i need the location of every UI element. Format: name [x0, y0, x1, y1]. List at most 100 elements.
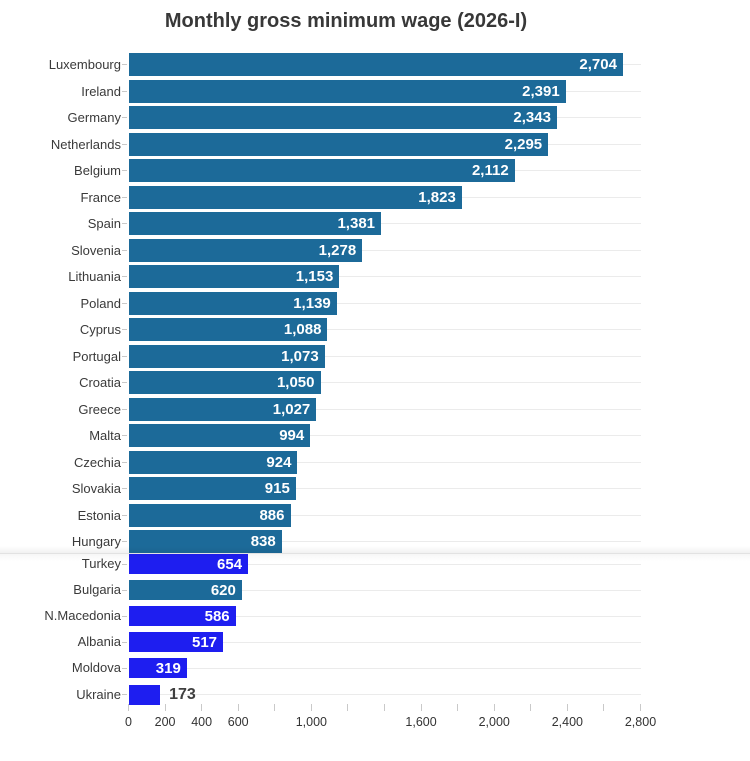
bar-hungary: 838 [128, 530, 282, 553]
value-label-portugal: 1,073 [281, 347, 319, 365]
bar-germany: 2,343 [128, 106, 557, 129]
row-grid-line-slovenia [128, 249, 641, 251]
country-label-germany: Germany [67, 110, 121, 125]
x-axis-label-600: 600 [227, 715, 249, 729]
y-axis-tick-greece [122, 408, 127, 410]
row-grid-line-malta [128, 435, 641, 436]
value-label-netherlands: 2,295 [504, 135, 543, 153]
value-label-germany: 2,343 [513, 109, 551, 126]
y-axis-tick-belgium [122, 170, 127, 171]
country-label-czechia: Czechia [74, 454, 121, 470]
row-grid-line-spain [128, 223, 641, 224]
value-label-greece: 1,027 [272, 400, 311, 418]
bar-slovenia: 1,278 [128, 238, 363, 262]
bar-luxembourg: 2,704 [128, 53, 623, 76]
value-label-czechia: 924 [266, 453, 292, 471]
country-label-n-macedonia: N.Macedonia [44, 608, 121, 624]
x-axis-tick-0 [128, 704, 129, 711]
value-label-albania: 517 [192, 633, 218, 651]
x-axis-tick-2600 [603, 704, 605, 711]
row-grid-line-turkey [128, 563, 641, 565]
bar-moldova: 319 [128, 658, 187, 679]
value-label-ukraine: 173 [169, 685, 196, 703]
x-axis-label-1000: 1,000 [295, 715, 327, 729]
country-label-ireland: Ireland [81, 83, 121, 99]
x-axis-tick-2400 [566, 704, 568, 711]
value-label-turkey: 654 [217, 555, 243, 573]
country-label-greece: Greece [78, 401, 121, 417]
x-axis-tick-1000 [310, 704, 312, 711]
country-label-lithuania: Lithuania [68, 269, 121, 284]
bar-malta: 994 [128, 424, 311, 447]
bar-greece: 1,027 [128, 397, 317, 421]
y-axis-tick-luxembourg [122, 64, 127, 65]
country-label-france: France [80, 189, 121, 205]
country-label-netherlands: Netherlands [50, 136, 121, 152]
row-grid-line-moldova [128, 667, 641, 669]
x-axis-label-2400: 2,400 [551, 715, 583, 729]
x-axis-tick-600 [237, 704, 239, 711]
bar-croatia: 1,050 [128, 371, 321, 394]
row-grid-line-poland [128, 302, 641, 304]
bar-lithuania: 1,153 [128, 265, 340, 288]
y-axis-tick-moldova [122, 667, 127, 669]
country-label-hungary: Hungary [71, 534, 121, 549]
y-axis-tick-spain [122, 223, 127, 224]
bar-belgium: 2,112 [128, 159, 515, 182]
y-axis-tick-bulgaria [122, 589, 127, 591]
x-axis-label-2800: 2,800 [624, 715, 657, 729]
row-grid-line-cyprus [128, 329, 641, 330]
row-grid-line-croatia [128, 382, 641, 383]
value-label-n-macedonia: 586 [204, 607, 230, 625]
value-label-france: 1,823 [418, 188, 456, 206]
country-label-slovenia: Slovenia [71, 242, 121, 258]
y-axis-tick-n-macedonia [122, 615, 127, 617]
x-axis-tick-2800 [640, 704, 641, 711]
y-axis-tick-czechia [122, 461, 127, 463]
country-label-estonia: Estonia [77, 507, 121, 523]
bar-portugal: 1,073 [128, 344, 325, 368]
bar-estonia: 886 [128, 503, 291, 527]
bar-n-macedonia: 586 [128, 606, 236, 627]
y-axis-tick-ukraine [122, 694, 127, 695]
x-axis-label-0: 0 [125, 715, 132, 729]
value-label-croatia: 1,050 [276, 374, 315, 391]
value-label-ireland: 2,391 [522, 82, 560, 100]
value-label-moldova: 319 [155, 659, 181, 677]
x-axis-tick-1400 [384, 704, 385, 711]
value-label-slovakia: 915 [264, 480, 290, 497]
x-axis-tick-1800 [457, 704, 459, 711]
y-axis-tick-netherlands [122, 143, 127, 145]
country-label-ukraine: Ukraine [76, 686, 121, 702]
x-axis-label-1600: 1,600 [405, 715, 437, 729]
row-grid-line-lithuania [128, 276, 641, 277]
value-label-hungary: 838 [250, 533, 276, 550]
bar-spain: 1,381 [128, 212, 382, 235]
country-label-bulgaria: Bulgaria [73, 582, 121, 598]
country-label-spain: Spain [87, 216, 121, 231]
value-label-belgium: 2,112 [471, 162, 509, 179]
bar-slovakia: 915 [128, 477, 296, 500]
row-grid-line-hungary [128, 541, 641, 542]
country-label-portugal: Portugal [72, 348, 121, 364]
country-label-malta: Malta [89, 428, 121, 443]
country-label-moldova: Moldova [71, 660, 121, 676]
value-label-estonia: 886 [259, 506, 285, 524]
row-grid-line-greece [128, 408, 641, 410]
value-label-malta: 994 [279, 427, 305, 444]
bar-turkey: 654 [128, 554, 249, 574]
x-axis-tick-1200 [347, 704, 349, 711]
y-axis-tick-estonia [122, 514, 127, 516]
x-axis-tick-200 [164, 704, 166, 711]
y-axis-tick-poland [122, 302, 127, 304]
value-label-bulgaria: 620 [210, 581, 236, 599]
x-axis-tick-1600 [420, 704, 422, 711]
bar-albania: 517 [128, 632, 224, 653]
bar-poland: 1,139 [128, 291, 337, 315]
y-axis-tick-hungary [122, 541, 127, 542]
bar-ukraine [128, 684, 161, 705]
country-label-luxembourg: Luxembourg [48, 57, 121, 72]
y-axis-tick-germany [122, 117, 127, 118]
y-axis-tick-malta [122, 435, 127, 436]
bar-france: 1,823 [128, 185, 462, 209]
